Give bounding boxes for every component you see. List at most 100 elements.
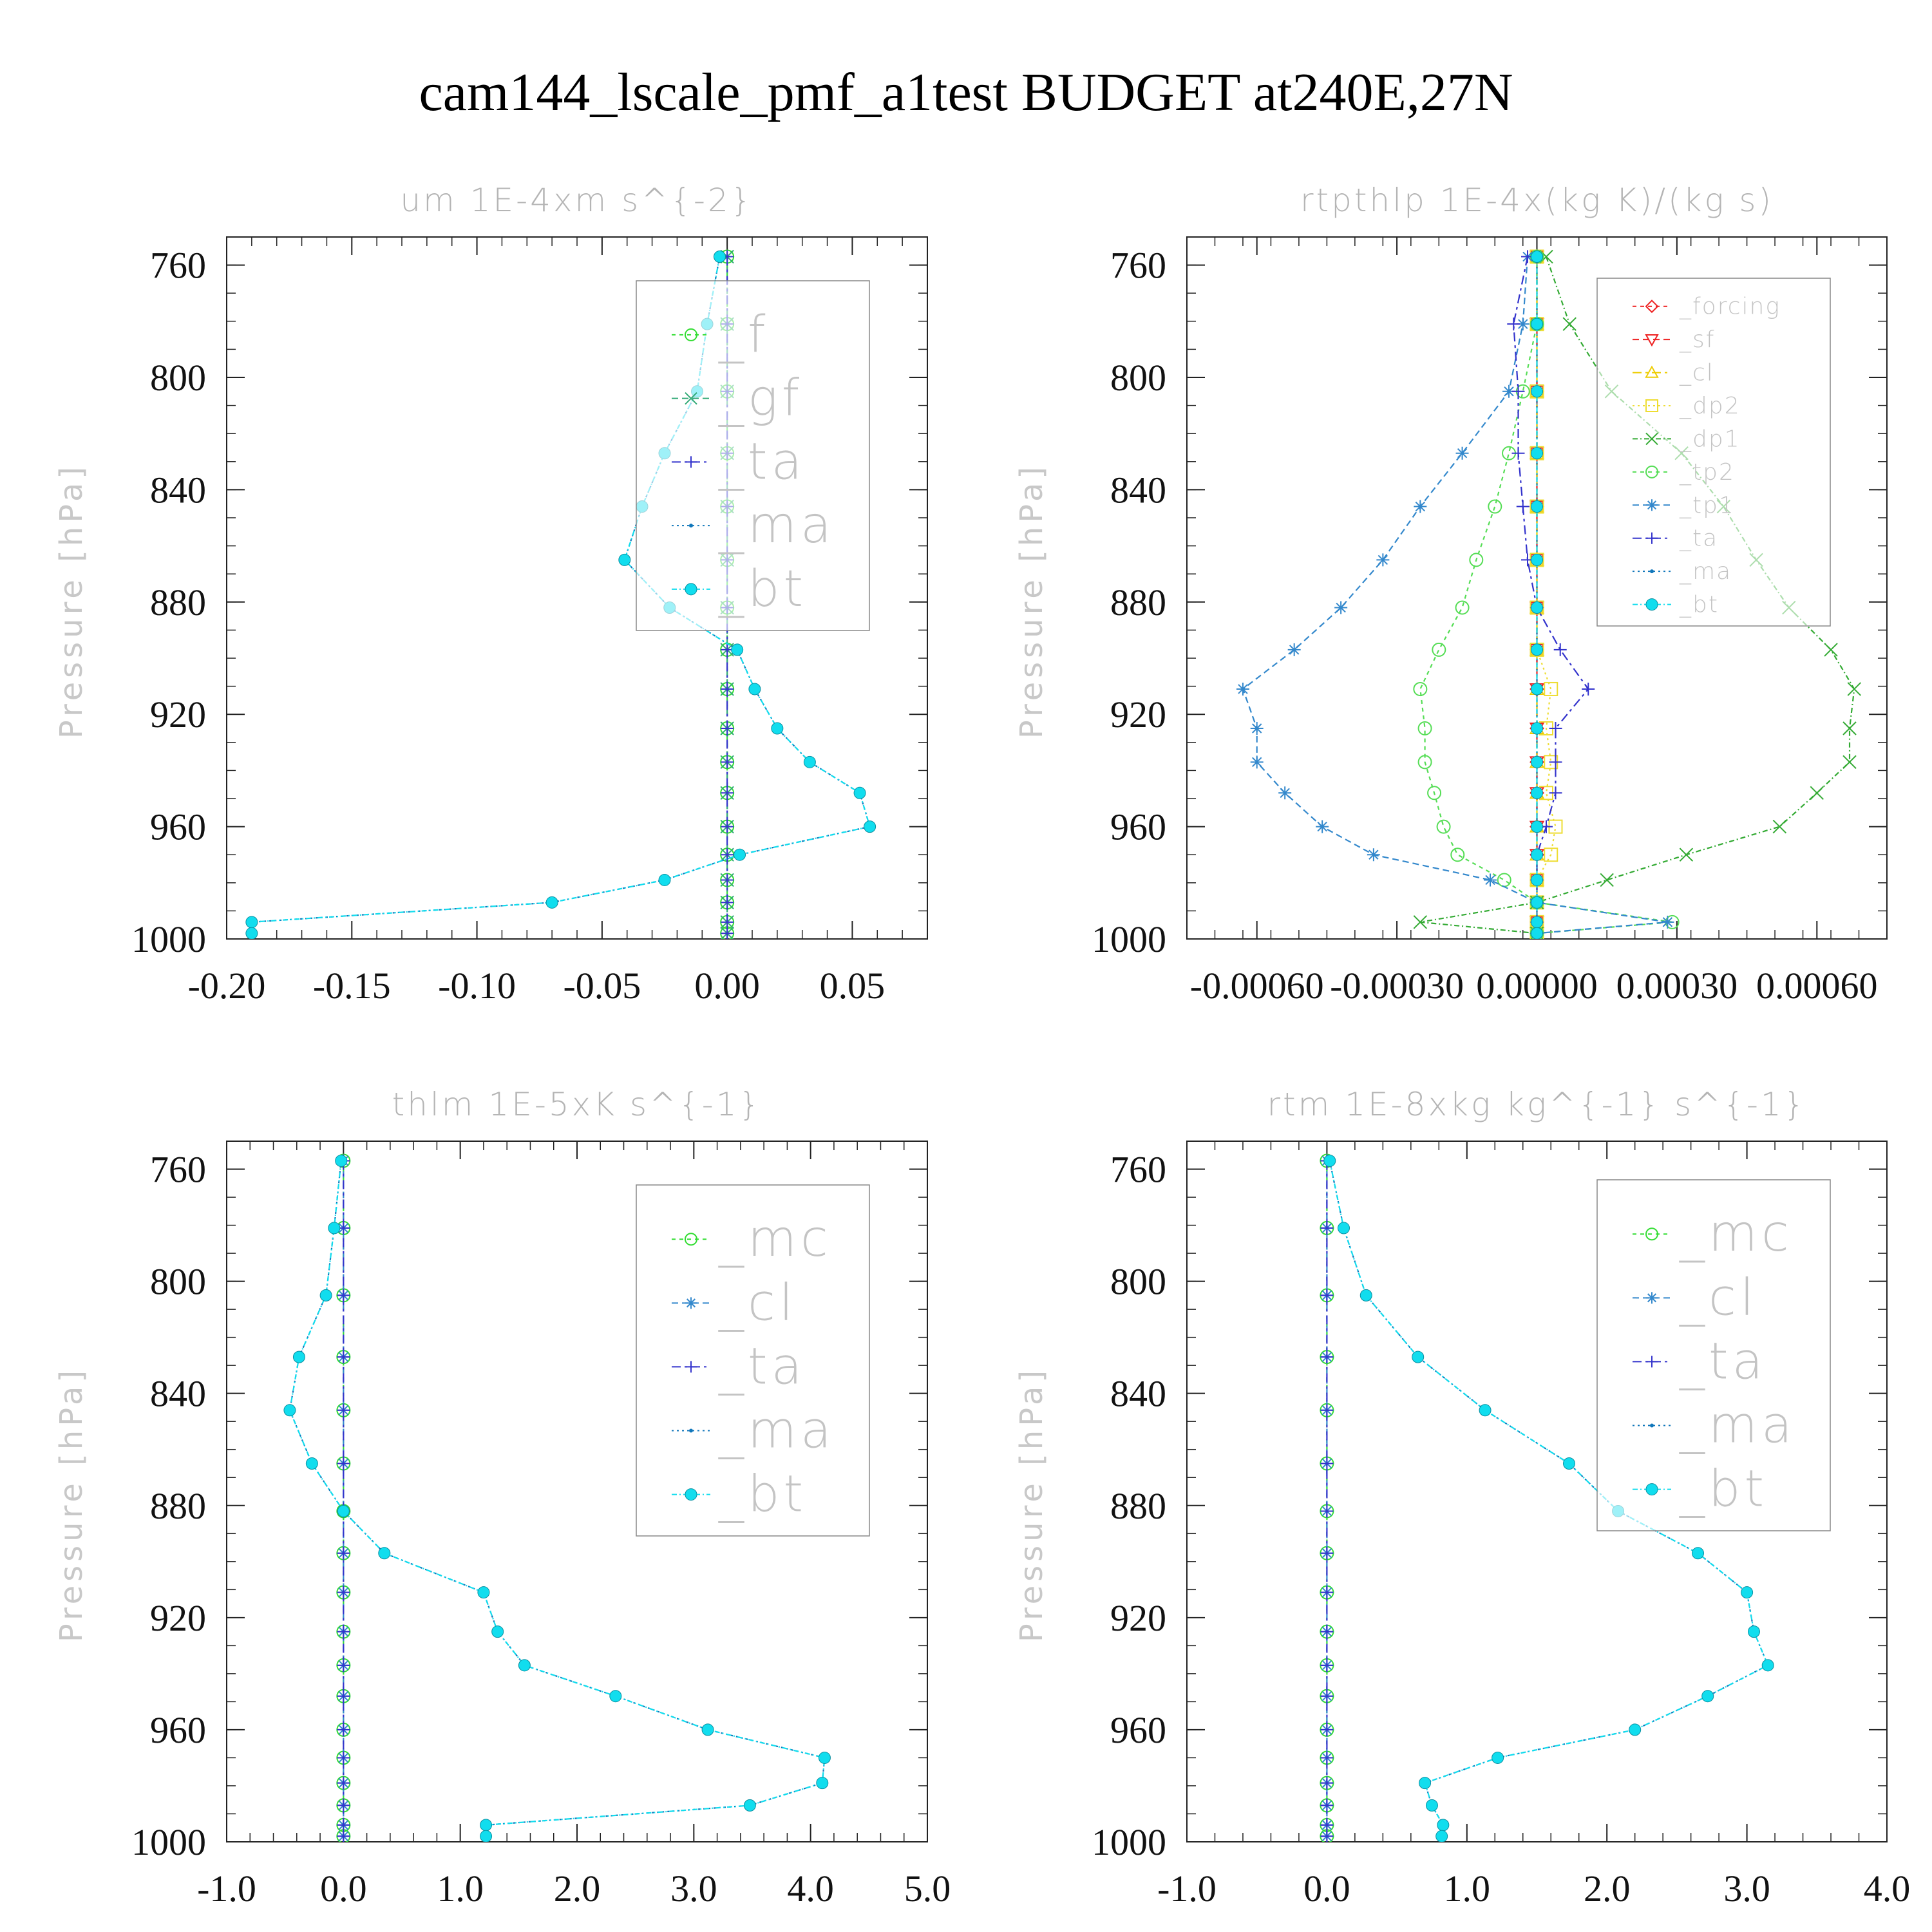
data-point-tp2 [1432,642,1446,657]
data-point-ta [1320,1818,1334,1832]
data-point-ta [337,1625,350,1638]
legend-marker-ta [685,456,697,468]
data-point-ta [721,755,734,769]
panel-4: rtm 1E-8xkg kg^{-1} s^{-1} Pressure [hPa]… [1014,1086,1910,1909]
panel-1: um 1E-4xm s^{-2} Pressure [hPa] 760 800 840 8… [53,182,928,1007]
data-point-bt [1531,873,1543,886]
data-point-tp1 [1455,446,1469,460]
y-tick-label: 1000 [131,918,206,960]
legend-marker-ma [1650,569,1654,574]
data-point-ta [337,1689,350,1703]
data-point-tp2 [1488,499,1502,514]
y-axis-label: Pressure [hPa] [53,1367,90,1642]
y-tick-label: 920 [1110,1597,1166,1639]
panel-2: rtpthlp 1E-4x(kg K)/(kg s) Pressure [hPa]… [1014,182,1888,1007]
legend-label-ta: _ta [1679,526,1718,552]
y-tick-label: 1000 [1092,1821,1166,1863]
data-point-ta [1511,446,1525,460]
data-point-ta [1320,1586,1334,1599]
legend-label-bt: _bt [718,1466,807,1524]
data-point-bt [1479,1404,1492,1417]
legend-marker-ta [685,1361,697,1373]
data-point-tp1 [1661,915,1674,929]
data-point-bt [319,1289,332,1302]
data-point-bt [1531,755,1543,768]
data-point-ta [1320,1221,1334,1235]
y-axis-label: Pressure [hPa] [1014,1367,1050,1642]
data-point-ta [1320,1504,1334,1518]
data-point-ta [1507,317,1520,331]
panel-title: thlm 1E-5xK s^{-1} [392,1086,762,1123]
legend-label-tp1: _tp1 [1679,492,1735,518]
figure-title: cam144_lscale_pmf_a1test BUDGET at240E,2… [419,62,1513,122]
series-group [1320,1153,1774,1842]
data-point-dp1 [1600,873,1614,887]
data-point-bt [1747,1625,1760,1638]
data-point-tp1 [1250,755,1264,769]
data-point-ta [1320,1751,1334,1765]
x-tick-label: 1.0 [437,1868,484,1909]
legend-marker-ma [689,1428,693,1433]
y-tick-label: 880 [1110,1485,1166,1527]
y-tick-label: 840 [1110,1373,1166,1415]
data-point-bt [658,873,671,886]
data-point-bt [518,1659,531,1672]
data-point-bt [328,1222,341,1235]
data-point-ta [1511,384,1525,398]
legend-marker-mc [1645,1227,1658,1241]
y-tick-label: 880 [150,1485,206,1527]
data-point-bt [337,1504,350,1517]
legend-marker-f [685,328,697,341]
data-point-ta [1549,722,1562,735]
data-point-bt [1531,447,1543,460]
legend-label-bt: _bt [1679,1461,1768,1519]
legend-marker-gf [685,392,697,405]
series-group [283,1153,831,1842]
data-point-tp1 [1287,643,1301,656]
panel-3: thlm 1E-5xK s^{-1} Pressure [hPa] 760 800 84… [53,1086,951,1909]
series-group [1236,249,1861,939]
y-tick-label: 920 [1110,694,1166,735]
data-point-tp1 [1250,722,1264,735]
x-tick-label: 0.00 [694,965,760,1007]
data-point-bt [480,1830,493,1842]
legend-box [1596,1179,1831,1531]
data-point-ta [337,1403,350,1417]
data-point-bt [1531,500,1543,513]
y-tick-label: 800 [150,1261,206,1303]
x-tick-label: 1.0 [1444,1868,1491,1909]
legend-label-cl: _cl [1679,1269,1758,1327]
legend-label-bt: _bt [1679,592,1719,618]
data-point-bt [1531,553,1543,566]
data-point-tp2 [1413,681,1428,696]
data-point-bt [1531,927,1543,939]
data-point-dp1 [1413,915,1428,929]
data-point-bt [864,820,876,833]
legend-marker-bt [1645,1483,1658,1496]
legend-marker-forcing [1645,299,1659,314]
data-point-tp1 [1367,848,1380,862]
data-point-bt [245,927,258,939]
data-point-bt [803,755,816,768]
data-point-dp2 [1544,848,1558,862]
data-point-tp2 [1417,721,1432,735]
data-point-ta [337,1350,350,1364]
data-point-bt [743,1799,756,1812]
legend-label-cl: _cl [1679,360,1714,386]
data-point-ta [721,820,734,833]
plot-frame [1186,1141,1888,1842]
data-point-dp1 [1847,682,1861,696]
y-tick-label: 880 [1110,582,1166,623]
data-point-bt [818,1751,831,1764]
legend-marker-tp2 [1645,465,1658,478]
data-point-tp2 [1469,553,1484,567]
y-tick-label: 760 [1110,245,1166,287]
legend-marker-cl [1645,365,1659,378]
legend-label-forcing: _forcing [1679,294,1781,320]
legend-marker-sf [1645,334,1659,347]
data-point-bt [1692,1547,1705,1560]
x-tick-label: 0.0 [320,1868,367,1909]
legend-marker-ma [1650,1423,1654,1428]
data-point-dp2 [1544,681,1558,696]
